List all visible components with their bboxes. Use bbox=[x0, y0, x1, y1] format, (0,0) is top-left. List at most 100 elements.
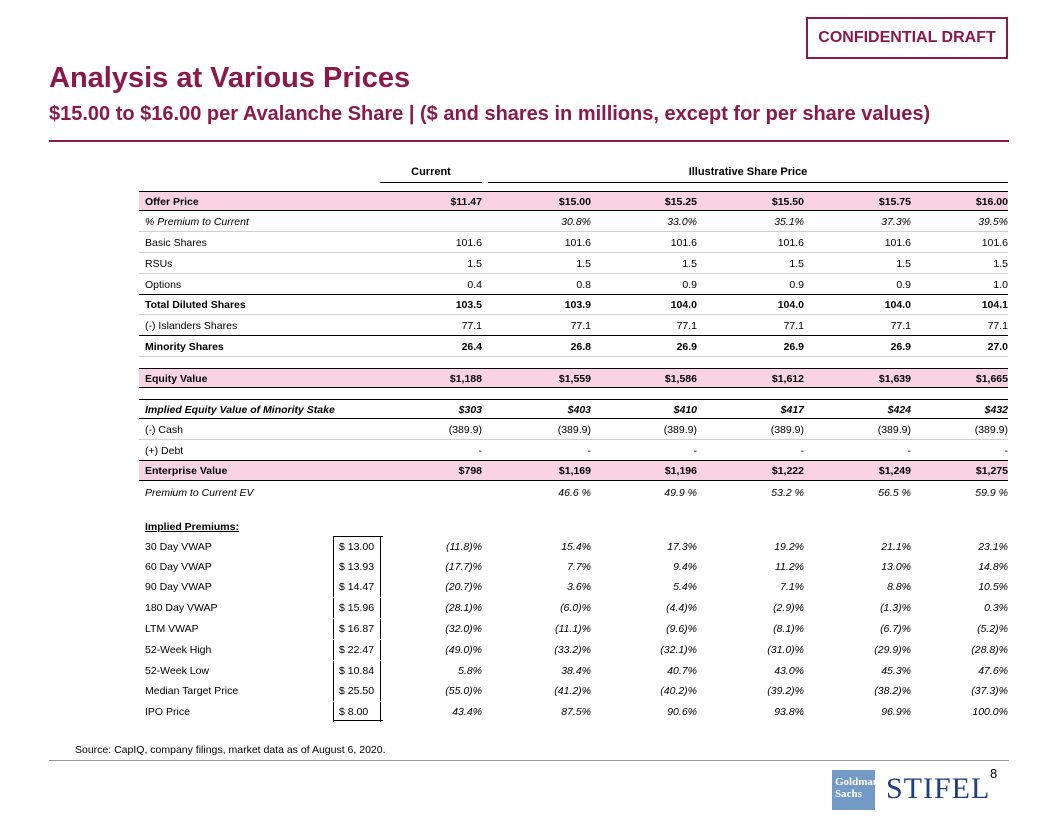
row-label: 30 Day VWAP bbox=[145, 541, 212, 553]
column-header-illustrative-share-price: Illustrative Share Price bbox=[488, 166, 1008, 183]
table-row-premium-to-current-ev: Premium to Current EV 46.6 % 49.9 % 53.2… bbox=[139, 483, 1008, 503]
price-value: 39.5% bbox=[978, 216, 1008, 228]
price-value: 104.0 bbox=[884, 299, 911, 311]
row-label: Minority Shares bbox=[145, 341, 224, 353]
price-value: 47.6% bbox=[978, 665, 1008, 677]
goldman-sachs-logo: Goldman Sachs bbox=[832, 770, 879, 810]
table-row-options: Options 0.4 0.8 0.9 0.9 0.9 1.0 bbox=[139, 275, 1008, 295]
page-title: Analysis at Various Prices bbox=[49, 62, 411, 94]
row-label: LTM VWAP bbox=[145, 623, 199, 635]
current-value: 5.8% bbox=[458, 665, 482, 677]
price-value: 0.9 bbox=[896, 279, 911, 291]
price-value: $15.50 bbox=[771, 196, 804, 208]
price-value: 23.1% bbox=[978, 541, 1008, 553]
price-value: 77.1 bbox=[676, 320, 697, 332]
price-value: $424 bbox=[887, 404, 911, 416]
current-value bbox=[384, 212, 484, 232]
current-value: 43.4% bbox=[452, 706, 482, 718]
price-value: 101.6 bbox=[981, 237, 1008, 249]
price-value: $1,196 bbox=[664, 465, 697, 477]
price-value: 56.5 % bbox=[878, 487, 911, 499]
price-value: 96.9% bbox=[881, 706, 911, 718]
price-value: 104.1 bbox=[981, 299, 1008, 311]
row-label: Total Diluted Shares bbox=[145, 299, 246, 311]
price-value: (1.3)% bbox=[880, 602, 911, 614]
reference-box-top bbox=[333, 536, 383, 537]
price-value: (389.9) bbox=[557, 424, 591, 436]
price-value: (389.9) bbox=[974, 424, 1008, 436]
price-value: 103.9 bbox=[564, 299, 591, 311]
price-value: 30.8% bbox=[561, 216, 591, 228]
table-row-offer-price: Offer Price $11.47 $15.00 $15.25 $15.50 … bbox=[139, 191, 1008, 211]
row-label: Options bbox=[145, 279, 182, 291]
current-value: (28.1)% bbox=[445, 602, 482, 614]
price-value: 90.6% bbox=[667, 706, 697, 718]
footer-divider bbox=[49, 760, 1009, 761]
row-label: 90 Day VWAP bbox=[145, 581, 212, 593]
price-value: 1.5 bbox=[682, 258, 697, 270]
row-label: Implied Equity Value of Minority Stake bbox=[145, 404, 335, 416]
price-value: (9.6)% bbox=[666, 623, 697, 635]
price-value: $1,665 bbox=[975, 373, 1008, 385]
price-value: (28.8)% bbox=[971, 644, 1008, 656]
table-row-minority-shares: Minority Shares 26.4 26.8 26.9 26.9 26.9… bbox=[139, 337, 1008, 357]
price-value: 49.9 % bbox=[664, 487, 697, 499]
price-value: $15.25 bbox=[664, 196, 697, 208]
current-value: $11.47 bbox=[450, 196, 482, 208]
current-value: (17.7)% bbox=[445, 561, 482, 573]
price-value: 17.3% bbox=[667, 541, 697, 553]
price-value: $1,559 bbox=[558, 373, 591, 385]
price-value: 1.0 bbox=[993, 279, 1008, 291]
row-label: (-) Islanders Shares bbox=[145, 320, 238, 332]
row-label: (-) Cash bbox=[145, 424, 183, 436]
row-label: Premium to Current EV bbox=[145, 487, 254, 499]
reference-price: $ 16.87 bbox=[333, 619, 381, 639]
price-value: 26.9 bbox=[676, 341, 697, 353]
current-value: (32.0)% bbox=[445, 623, 482, 635]
price-value: 101.6 bbox=[564, 237, 591, 249]
price-value: 1.5 bbox=[896, 258, 911, 270]
table-row-premium-to-current: % Premium to Current 30.8% 33.0% 35.1% 3… bbox=[139, 212, 1008, 232]
current-value: $798 bbox=[458, 465, 482, 477]
reference-box-bottom bbox=[333, 720, 383, 721]
confidential-badge: CONFIDENTIAL DRAFT bbox=[806, 17, 1008, 59]
price-value: 15.4% bbox=[561, 541, 591, 553]
price-value: 7.7% bbox=[567, 561, 591, 573]
price-value: - bbox=[1004, 445, 1009, 457]
price-value: (38.2)% bbox=[874, 685, 911, 697]
price-value: 87.5% bbox=[561, 706, 591, 718]
price-value: 3.6% bbox=[567, 581, 591, 593]
price-value: (33.2)% bbox=[554, 644, 591, 656]
price-value: (39.2)% bbox=[767, 685, 804, 697]
row-label: IPO Price bbox=[145, 706, 190, 718]
reference-price: $ 10.84 bbox=[333, 661, 381, 681]
reference-price: $ 14.47 bbox=[333, 577, 381, 597]
row-label: 52-Week Low bbox=[145, 665, 210, 677]
source-note: Source: CapIQ, company filings, market d… bbox=[75, 744, 386, 756]
premium-row-30-day-vwap: 30 Day VWAP $ 13.00 (11.8)% 15.4% 17.3% … bbox=[139, 537, 1008, 557]
premium-row-median-target-price: Median Target Price $ 25.50 (55.0)% (41.… bbox=[139, 681, 1008, 701]
price-value: - bbox=[693, 445, 698, 457]
price-value: 33.0% bbox=[667, 216, 697, 228]
table-row-debt: (+) Debt - - - - - - bbox=[139, 441, 1008, 461]
price-value: 1.5 bbox=[576, 258, 591, 270]
current-value: 0.4 bbox=[467, 279, 482, 291]
page-subtitle: $15.00 to $16.00 per Avalanche Share | (… bbox=[49, 103, 931, 125]
reference-price: $ 15.96 bbox=[333, 598, 381, 618]
price-value: 1.5 bbox=[993, 258, 1008, 270]
price-value: 5.4% bbox=[673, 581, 697, 593]
table-row-basic-shares: Basic Shares 101.6 101.6 101.6 101.6 101… bbox=[139, 233, 1008, 253]
price-value: (40.2)% bbox=[660, 685, 697, 697]
implied-premiums-heading: Implied Premiums: bbox=[145, 521, 239, 533]
price-value: 26.8 bbox=[570, 341, 591, 353]
current-value: $1,188 bbox=[449, 373, 482, 385]
reference-price: $ 13.00 bbox=[333, 537, 381, 557]
current-value: 26.4 bbox=[461, 341, 482, 353]
row-label: % Premium to Current bbox=[145, 216, 249, 228]
gs-logo-line2: Sachs bbox=[835, 788, 862, 800]
price-value: 1.5 bbox=[789, 258, 804, 270]
price-value: (389.9) bbox=[770, 424, 804, 436]
price-value: (41.2)% bbox=[554, 685, 591, 697]
price-value: (389.9) bbox=[663, 424, 697, 436]
price-value: 101.6 bbox=[777, 237, 804, 249]
